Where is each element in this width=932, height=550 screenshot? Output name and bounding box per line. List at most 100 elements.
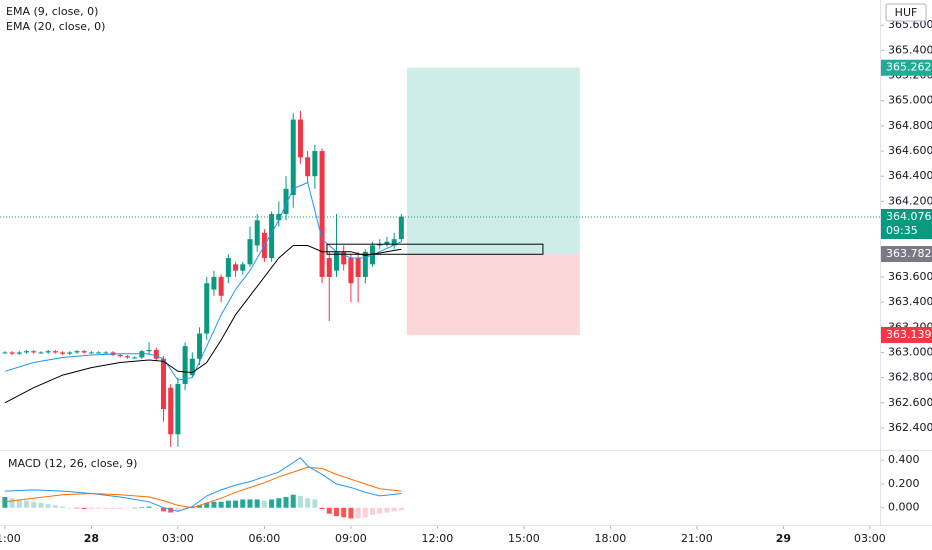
macd-hist-bar	[175, 507, 181, 512]
price-tag	[880, 326, 932, 343]
macd-hist-bar	[45, 504, 51, 508]
candle-body	[247, 239, 253, 265]
y-tick-label: 362.400	[888, 421, 932, 434]
candle-body	[168, 387, 174, 435]
macd-hist-bar	[24, 500, 30, 508]
y-tick-label: 364.600	[888, 144, 932, 157]
x-tick-label: 03:00	[162, 532, 194, 545]
macd-hist-bar	[2, 497, 8, 508]
y-tick-label: 362.600	[888, 396, 932, 409]
y-tick-label: 365.000	[888, 94, 932, 107]
candle-body	[204, 283, 210, 334]
macd-hist-bar	[204, 502, 210, 508]
macd-hist-bar	[31, 501, 37, 508]
macd-pane	[2, 457, 404, 519]
x-tick-label: 18:00	[595, 532, 627, 545]
candle-body	[74, 351, 80, 353]
macd-hist-bar	[297, 495, 303, 508]
macd-hist-bar	[153, 507, 159, 509]
macd-hist-bar	[240, 499, 246, 508]
macd-hist-bar	[341, 507, 347, 518]
position-profit-zone	[406, 67, 580, 255]
x-tick-label: 09:00	[335, 532, 367, 545]
candle-body	[391, 239, 397, 246]
candle-body	[319, 151, 325, 277]
price-tag-label: 363.139	[886, 328, 932, 341]
macd-hist-bar	[74, 507, 80, 509]
candle-body	[153, 349, 159, 359]
x-tick-label: 21:00	[0, 532, 21, 545]
macd-hist-bar	[146, 506, 152, 508]
macd-hist-bar	[247, 499, 253, 508]
candle-body	[341, 251, 347, 265]
macd-hist-bar	[362, 507, 368, 518]
candle-body	[146, 349, 152, 352]
macd-hist-bar	[269, 499, 275, 508]
macd-hist-bar	[218, 501, 224, 508]
macd-line	[4, 457, 402, 512]
candle-body	[189, 358, 195, 376]
macd-y-tick-label: 0.400	[888, 453, 920, 466]
price-tag-label: 365.262	[886, 61, 932, 74]
y-tick-label: 363.600	[888, 270, 932, 283]
candle-body	[283, 188, 289, 214]
currency-box[interactable]	[885, 3, 927, 22]
macd-hist-bar	[333, 507, 339, 517]
macd-hist-bar	[319, 507, 325, 509]
y-tick-label: 363.000	[888, 345, 932, 358]
macd-hist-bar	[348, 507, 354, 519]
y-tick-label: 364.800	[888, 119, 932, 132]
macd-line	[4, 466, 402, 509]
y-tick-label: 363.400	[888, 295, 932, 308]
macd-hist-bar	[211, 501, 217, 508]
macd-hist-bar	[132, 507, 138, 509]
position-loss-zone	[406, 254, 580, 335]
candle-body	[218, 276, 224, 296]
macd-hist-bar	[67, 507, 73, 509]
candle-body	[124, 356, 130, 358]
macd-hist-bar	[391, 507, 397, 512]
candle-body	[384, 241, 390, 245]
candle-body	[160, 358, 166, 410]
candle-body	[276, 213, 282, 221]
price-tag	[880, 59, 932, 76]
candle-body	[326, 258, 332, 277]
candle-body	[24, 351, 30, 353]
candle-body	[398, 216, 404, 240]
candle-body	[88, 352, 94, 354]
x-tick-label: 29	[776, 532, 791, 545]
candle-body	[290, 119, 296, 196]
candle-body	[254, 220, 260, 246]
macd-title: MACD (12, 26, close, 9)	[8, 457, 137, 470]
macd-y-tick-label: 0.000	[888, 501, 920, 514]
countdown: 09:35	[886, 224, 918, 237]
candle-body	[175, 383, 181, 435]
y-tick-label: 365.400	[888, 43, 932, 56]
candle-body	[362, 251, 368, 277]
y-tick-label: 362.800	[888, 371, 932, 384]
x-tick-label: 12:00	[422, 532, 454, 545]
candle-body	[103, 352, 109, 354]
candle-body	[240, 264, 246, 271]
macd-hist-bar	[312, 499, 318, 508]
price-tag	[880, 246, 932, 263]
x-tick-label: 03:00	[854, 532, 886, 545]
macd-hist-bar	[305, 498, 311, 508]
candle-body	[269, 213, 275, 259]
candle-body	[45, 351, 51, 353]
macd-hist-bar	[254, 499, 260, 508]
candle-body	[211, 276, 217, 290]
candle-body	[117, 354, 123, 357]
macd-hist-bar	[88, 507, 94, 509]
candle-body	[348, 258, 354, 284]
macd-hist-bar	[290, 494, 296, 508]
candle-body	[16, 352, 22, 354]
macd-hist-bar	[52, 505, 58, 508]
price-tag-label: 364.076	[886, 210, 932, 223]
macd-hist-bar	[16, 499, 22, 508]
macd-hist-bar	[110, 507, 116, 509]
macd-hist-bar	[60, 506, 66, 508]
candle-body	[9, 352, 15, 354]
